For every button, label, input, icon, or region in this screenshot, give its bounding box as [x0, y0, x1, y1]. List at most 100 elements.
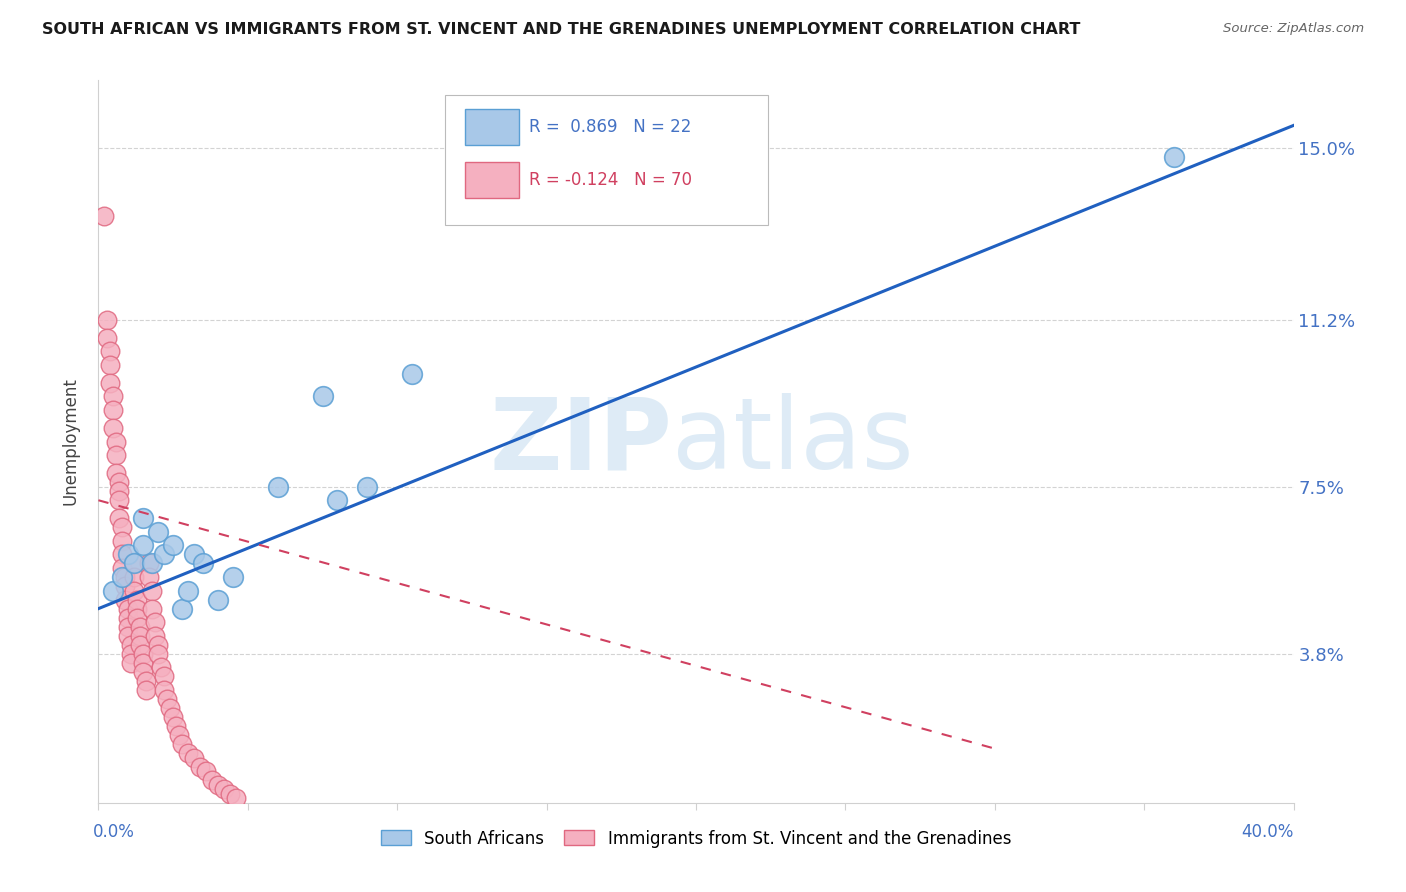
- Point: [148, 647, 170, 661]
- Point: [129, 620, 152, 634]
- Point: [108, 511, 131, 525]
- Point: [172, 737, 194, 751]
- Point: [105, 434, 128, 449]
- Point: [141, 583, 163, 598]
- Point: [124, 583, 146, 598]
- Point: [117, 548, 139, 562]
- Point: [132, 538, 155, 552]
- Point: [188, 760, 211, 774]
- Point: [132, 647, 155, 661]
- Point: [98, 358, 122, 372]
- Point: [114, 579, 136, 593]
- Point: [148, 524, 170, 539]
- Point: [148, 638, 170, 652]
- Point: [172, 601, 194, 615]
- Point: [96, 312, 118, 326]
- Point: [153, 682, 176, 697]
- Point: [222, 570, 245, 584]
- Point: [165, 719, 187, 733]
- Point: [1163, 150, 1185, 164]
- Point: [195, 764, 218, 779]
- Point: [117, 610, 139, 624]
- Point: [191, 557, 214, 571]
- Point: [153, 548, 176, 562]
- Point: [105, 466, 128, 480]
- Point: [103, 403, 125, 417]
- Point: [117, 601, 139, 615]
- Point: [129, 638, 152, 652]
- Point: [225, 791, 247, 805]
- Point: [98, 376, 122, 390]
- Point: [127, 592, 149, 607]
- Point: [138, 570, 160, 584]
- Point: [150, 660, 173, 674]
- Point: [219, 787, 242, 801]
- Point: [141, 557, 163, 571]
- Point: [117, 620, 139, 634]
- Point: [124, 570, 146, 584]
- Point: [162, 538, 184, 552]
- Y-axis label: Unemployment: Unemployment: [62, 377, 80, 506]
- Point: [108, 493, 131, 508]
- Point: [108, 484, 131, 499]
- Text: SOUTH AFRICAN VS IMMIGRANTS FROM ST. VINCENT AND THE GRENADINES UNEMPLOYMENT COR: SOUTH AFRICAN VS IMMIGRANTS FROM ST. VIN…: [42, 22, 1081, 37]
- Point: [201, 773, 224, 788]
- Text: 0.0%: 0.0%: [93, 823, 135, 841]
- Point: [153, 669, 176, 683]
- Point: [326, 493, 349, 508]
- Point: [143, 615, 166, 630]
- Point: [132, 665, 155, 679]
- Point: [311, 389, 333, 403]
- Point: [135, 682, 157, 697]
- Point: [114, 570, 136, 584]
- Point: [111, 561, 134, 575]
- Point: [117, 629, 139, 643]
- Text: atlas: atlas: [672, 393, 914, 490]
- Point: [143, 629, 166, 643]
- Point: [111, 533, 134, 548]
- Point: [111, 520, 134, 534]
- Point: [93, 209, 115, 223]
- Point: [124, 557, 146, 571]
- FancyBboxPatch shape: [465, 109, 519, 145]
- Legend: South Africans, Immigrants from St. Vincent and the Grenadines: South Africans, Immigrants from St. Vinc…: [373, 822, 1019, 856]
- Point: [132, 511, 155, 525]
- Text: Source: ZipAtlas.com: Source: ZipAtlas.com: [1223, 22, 1364, 36]
- Point: [127, 601, 149, 615]
- Point: [120, 647, 142, 661]
- Point: [135, 673, 157, 688]
- Point: [103, 583, 125, 598]
- Point: [207, 778, 229, 792]
- Point: [183, 750, 205, 764]
- Point: [108, 475, 131, 490]
- Point: [156, 692, 179, 706]
- Point: [356, 480, 378, 494]
- Point: [207, 592, 229, 607]
- Point: [129, 629, 152, 643]
- Point: [111, 570, 134, 584]
- Point: [132, 656, 155, 670]
- Point: [96, 331, 118, 345]
- FancyBboxPatch shape: [465, 162, 519, 198]
- Point: [120, 656, 142, 670]
- Point: [183, 548, 205, 562]
- Point: [124, 557, 146, 571]
- Point: [141, 601, 163, 615]
- Text: R =  0.869   N = 22: R = 0.869 N = 22: [529, 119, 690, 136]
- Point: [127, 610, 149, 624]
- Point: [401, 367, 423, 381]
- Point: [138, 557, 160, 571]
- Point: [177, 746, 200, 760]
- Point: [114, 592, 136, 607]
- Point: [159, 701, 181, 715]
- Point: [267, 480, 290, 494]
- Text: ZIP: ZIP: [489, 393, 672, 490]
- Point: [105, 448, 128, 462]
- Point: [103, 389, 125, 403]
- Point: [111, 548, 134, 562]
- Point: [98, 344, 122, 359]
- Point: [103, 421, 125, 435]
- Point: [212, 782, 235, 797]
- Point: [177, 583, 200, 598]
- Text: R = -0.124   N = 70: R = -0.124 N = 70: [529, 171, 692, 189]
